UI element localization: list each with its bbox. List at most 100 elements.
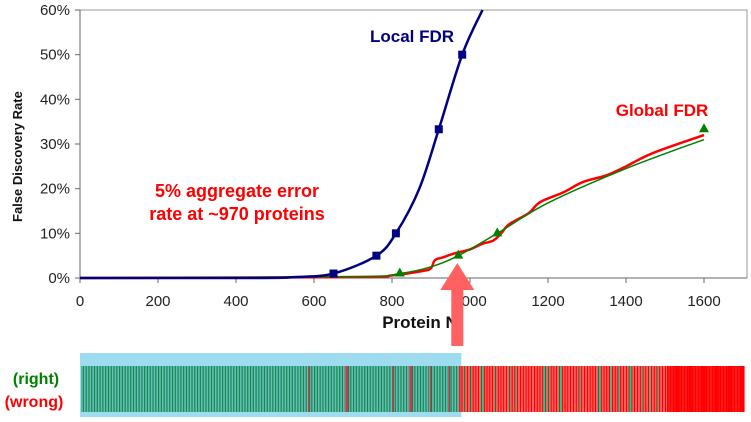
wrong-id-bar xyxy=(627,366,629,412)
wrong-id-bar xyxy=(410,366,414,412)
right-id-bar xyxy=(368,366,370,412)
x-tick-label: 1400 xyxy=(609,293,642,310)
wrong-id-bar xyxy=(471,366,473,412)
right-id-bar xyxy=(396,366,398,412)
right-id-bar xyxy=(423,366,425,412)
right-id-bar xyxy=(226,366,228,412)
right-id-bar xyxy=(159,366,161,412)
right-id-bar xyxy=(390,366,392,412)
local-fdr-line xyxy=(79,9,484,280)
wrong-id-bar xyxy=(643,366,645,412)
wrong-id-bar xyxy=(565,366,567,412)
wrong-id-bar xyxy=(696,366,698,412)
local-fdr-marker xyxy=(329,269,338,278)
wrong-id-bar xyxy=(677,366,680,412)
wrong-id-bar xyxy=(577,366,579,412)
right-id-bar xyxy=(370,366,372,412)
right-id-bar xyxy=(452,366,454,412)
wrong-id-bar xyxy=(735,366,737,412)
right-id-bar xyxy=(172,366,173,412)
right-id-bar xyxy=(114,366,116,412)
right-id-bar xyxy=(421,366,423,412)
right-id-bar xyxy=(657,366,659,412)
wrong-id-bar xyxy=(582,366,584,412)
right-id-bar xyxy=(175,366,177,412)
right-id-bar xyxy=(245,366,247,412)
right-id-bar xyxy=(195,366,197,412)
wrong-id-bar xyxy=(505,366,508,412)
global-fdr-trend-line xyxy=(79,138,705,279)
wrong-id-bar xyxy=(686,366,689,412)
wrong-id-bar xyxy=(672,366,675,412)
right-id-bar xyxy=(451,366,453,412)
right-id-bar xyxy=(260,366,262,412)
wrong-id-bar xyxy=(551,366,553,412)
right-id-bar xyxy=(457,366,459,412)
wrong-id-bar xyxy=(658,366,660,412)
right-id-bar xyxy=(393,366,395,412)
wrong-id-bar xyxy=(501,366,503,412)
local-fdr-marker xyxy=(434,125,443,134)
right-id-bar xyxy=(228,366,230,412)
right-id-bar xyxy=(94,366,95,412)
right-id-bar xyxy=(281,366,283,412)
right-id-bar xyxy=(271,366,273,412)
right-id-bar xyxy=(259,366,261,412)
right-id-bar xyxy=(284,366,286,412)
right-id-bar xyxy=(420,366,421,412)
right-id-bar xyxy=(376,366,378,412)
right-id-bar xyxy=(126,366,128,412)
wrong-id-bar xyxy=(493,366,495,412)
right-id-bar xyxy=(218,366,220,412)
wrong-id-bar xyxy=(714,366,717,412)
wrong-id-bar xyxy=(721,366,723,412)
right-id-bar xyxy=(131,366,133,412)
right-id-bar xyxy=(371,366,373,412)
wrong-id-bar xyxy=(661,366,664,412)
right-id-bar xyxy=(103,366,105,412)
right-id-bar xyxy=(86,366,88,412)
local-fdr-marker xyxy=(372,251,381,260)
right-id-bar xyxy=(543,366,545,412)
right-id-bar xyxy=(181,366,183,412)
wrong-id-bar xyxy=(532,366,534,412)
right-id-bar xyxy=(150,366,152,412)
right-id-bar xyxy=(558,366,561,412)
right-id-bar xyxy=(544,366,547,412)
right-id-bar xyxy=(246,366,248,412)
wrong-id-bar xyxy=(557,366,559,412)
right-id-bar xyxy=(354,366,356,412)
wrong-id-bar xyxy=(538,366,540,412)
wrong-id-bar xyxy=(540,366,542,412)
global-fdr-label: Global FDR xyxy=(616,101,709,120)
wrong-id-bar xyxy=(638,366,640,412)
wrong-id-bar xyxy=(719,366,722,412)
local-fdr-marker xyxy=(458,50,467,59)
wrong-id-bar xyxy=(682,366,684,412)
right-id-bar xyxy=(353,366,354,412)
right-id-bar xyxy=(142,366,144,412)
right-id-bar xyxy=(122,366,124,412)
right-id-bar xyxy=(306,366,308,412)
wrong-id-bar xyxy=(707,366,709,412)
right-id-bar xyxy=(323,366,325,412)
wrong-id-bar xyxy=(665,366,667,412)
x-tick-label: 400 xyxy=(223,293,248,310)
right-id-bar xyxy=(385,366,387,412)
wrong-id-bar xyxy=(730,366,733,412)
wrong-id-bar xyxy=(462,366,464,412)
wrong-id-bar xyxy=(722,366,725,412)
right-id-bar xyxy=(548,366,550,412)
wrong-id-bar xyxy=(566,366,568,412)
wrong-id-bar xyxy=(479,366,481,412)
wrong-id-bar xyxy=(552,366,554,412)
right-id-bar xyxy=(148,366,150,412)
right-id-bar xyxy=(295,366,297,412)
wrong-id-bar xyxy=(498,366,500,412)
right-id-bar xyxy=(265,366,267,412)
right-id-bar xyxy=(406,366,407,412)
wrong-id-bar xyxy=(693,366,695,412)
wrong-id-bar xyxy=(533,366,536,412)
right-id-bar xyxy=(156,366,158,412)
